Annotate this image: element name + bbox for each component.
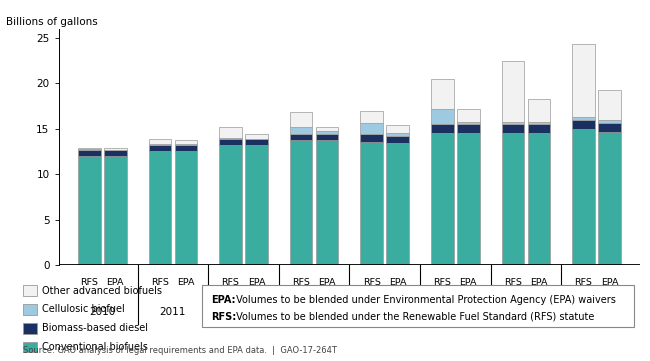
Text: RFS: RFS <box>504 278 522 287</box>
Text: EPA: EPA <box>177 278 195 287</box>
Bar <box>104 156 127 265</box>
Bar <box>290 127 312 134</box>
Text: RFS: RFS <box>151 278 169 287</box>
Text: EPA: EPA <box>318 278 336 287</box>
Bar <box>148 151 171 265</box>
Bar <box>457 109 480 122</box>
Text: RFS: RFS <box>363 278 380 287</box>
Text: 2012: 2012 <box>230 307 257 317</box>
Bar <box>148 145 171 151</box>
Text: 2014: 2014 <box>372 307 398 317</box>
Text: RFS: RFS <box>222 278 239 287</box>
Text: EPA: EPA <box>389 278 406 287</box>
Bar <box>78 156 101 265</box>
Bar <box>78 148 101 149</box>
Bar <box>245 145 268 265</box>
Text: RFS: RFS <box>292 278 310 287</box>
Bar <box>78 150 101 156</box>
Text: EPA:: EPA: <box>211 295 236 305</box>
Bar <box>502 122 524 125</box>
Bar <box>316 131 339 134</box>
Bar <box>316 127 339 131</box>
Bar <box>572 117 595 120</box>
Text: EPA: EPA <box>601 278 618 287</box>
Bar <box>431 124 454 133</box>
Bar <box>316 134 339 140</box>
Bar <box>572 129 595 265</box>
Bar <box>175 140 197 144</box>
Bar <box>528 99 551 122</box>
Text: Biomass-based diesel: Biomass-based diesel <box>42 323 148 333</box>
Bar <box>598 122 621 132</box>
Bar <box>598 90 621 120</box>
Bar <box>290 140 312 265</box>
Text: RFS: RFS <box>434 278 451 287</box>
Bar <box>360 134 383 142</box>
Bar <box>360 123 383 134</box>
Bar <box>219 145 242 265</box>
Bar <box>387 143 409 265</box>
Bar <box>387 136 409 143</box>
Bar <box>502 61 524 122</box>
Bar <box>457 133 480 265</box>
Text: Cellulosic biofuel: Cellulosic biofuel <box>42 304 125 314</box>
Bar <box>431 109 454 124</box>
Bar <box>431 133 454 265</box>
Text: EPA: EPA <box>248 278 265 287</box>
Text: RFS: RFS <box>575 278 592 287</box>
Bar <box>219 127 242 139</box>
Text: Conventional biofuels: Conventional biofuels <box>42 342 148 352</box>
Bar <box>245 139 268 145</box>
Bar <box>502 134 524 265</box>
Text: Volumes to be blended under the Renewable Fuel Standard (RFS) statute: Volumes to be blended under the Renewabl… <box>233 312 595 322</box>
Text: Other advanced biofuels: Other advanced biofuels <box>42 286 162 296</box>
Bar <box>360 142 383 265</box>
Bar <box>528 122 551 125</box>
Text: EPA: EPA <box>530 278 548 287</box>
Bar <box>219 139 242 145</box>
Bar <box>245 134 268 139</box>
Bar <box>387 125 409 133</box>
Text: EPA: EPA <box>107 278 124 287</box>
Bar <box>502 125 524 134</box>
Bar <box>316 140 339 265</box>
Text: 2011: 2011 <box>160 307 186 317</box>
Bar <box>387 133 409 136</box>
Bar <box>528 125 551 134</box>
Text: Volumes to be blended under Environmental Protection Agency (EPA) waivers: Volumes to be blended under Environmenta… <box>233 295 616 305</box>
Text: Source: GAO analysis of legal requirements and EPA data.  |  GAO-17-264T: Source: GAO analysis of legal requiremen… <box>23 345 337 355</box>
Bar <box>290 134 312 140</box>
Bar <box>148 144 171 145</box>
Bar <box>457 124 480 133</box>
Text: EPA: EPA <box>460 278 477 287</box>
Bar <box>572 120 595 129</box>
Bar <box>78 149 101 150</box>
Text: 2016: 2016 <box>513 307 539 317</box>
Bar <box>360 112 383 123</box>
Bar <box>598 132 621 265</box>
Text: 2015: 2015 <box>442 307 469 317</box>
Text: 2013: 2013 <box>301 307 327 317</box>
Bar <box>598 120 621 122</box>
Text: RFS:: RFS: <box>211 312 237 322</box>
Text: 2017: 2017 <box>583 307 610 317</box>
Bar <box>175 145 197 151</box>
Text: RFS: RFS <box>80 278 98 287</box>
Bar <box>104 150 127 156</box>
Bar <box>431 79 454 109</box>
Text: Billions of gallons: Billions of gallons <box>6 17 98 27</box>
Bar <box>104 148 127 150</box>
Bar <box>290 112 312 127</box>
Bar <box>148 139 171 144</box>
Bar <box>175 144 197 145</box>
Text: 2010: 2010 <box>89 307 116 317</box>
Bar <box>528 134 551 265</box>
Bar <box>457 122 480 124</box>
Bar <box>572 44 595 117</box>
Bar <box>175 151 197 265</box>
